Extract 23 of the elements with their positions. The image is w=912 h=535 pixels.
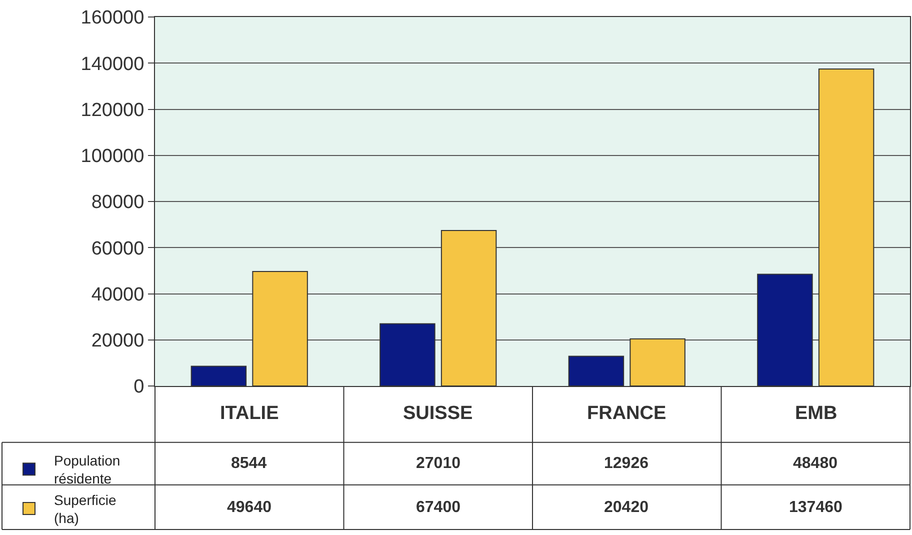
y-tick-label: 100000 [80, 146, 144, 168]
y-tick-label: 160000 [80, 8, 144, 29]
x-tick-label: FRANCE [587, 403, 666, 424]
data-label: 67400 [416, 499, 461, 516]
legend-label: Population résidente [54, 452, 120, 487]
data-label: 49640 [227, 499, 272, 516]
y-tick-label: 0 [134, 376, 144, 398]
data-label: 8544 [231, 455, 267, 472]
y-tick-label: 140000 [80, 54, 144, 75]
legend-label: Superficie (ha) [54, 492, 116, 526]
x-tick-label: SUISSE [403, 403, 473, 424]
y-tick-label: 40000 [91, 284, 144, 306]
data-label: 12926 [604, 455, 649, 472]
y-tick-label: 120000 [80, 100, 144, 121]
data-label: 137460 [789, 499, 842, 516]
y-tick-label: 80000 [91, 192, 144, 214]
data-label: 48480 [793, 455, 838, 472]
x-tick-label: EMB [795, 403, 838, 424]
y-tick-label: 60000 [91, 238, 144, 260]
data-label: 27010 [416, 455, 461, 472]
x-tick-label: ITALIE [220, 403, 279, 424]
y-tick-label: 20000 [91, 330, 144, 352]
data-label: 20420 [604, 499, 649, 516]
